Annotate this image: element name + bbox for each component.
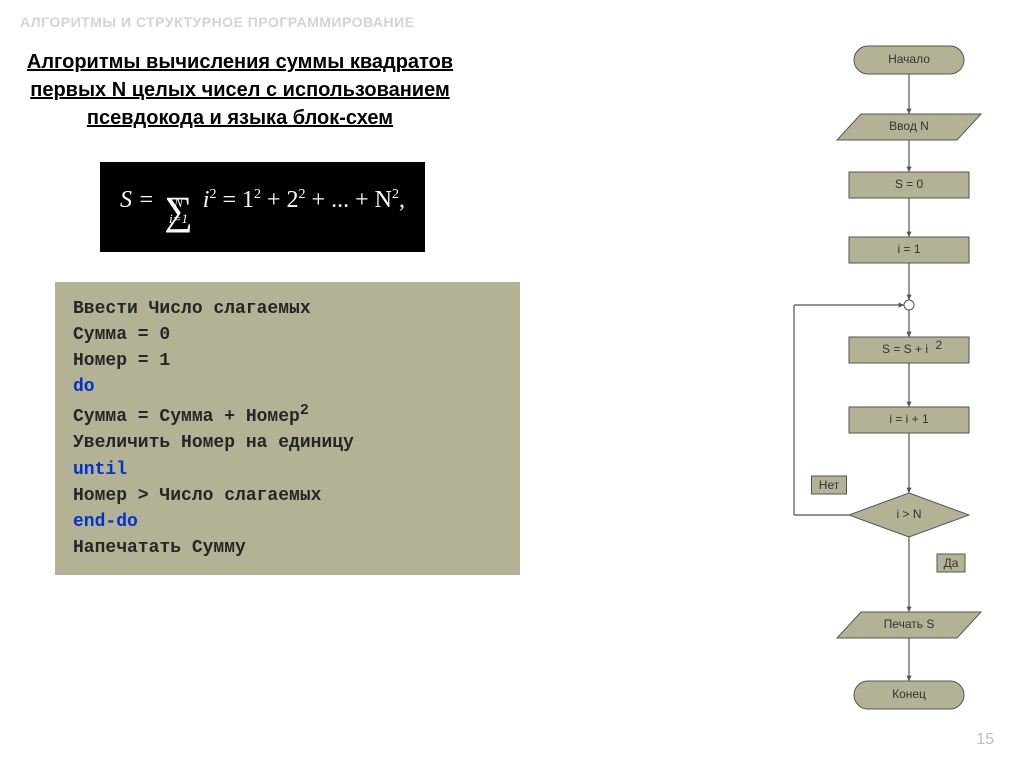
formula-rest: + 2 — [267, 187, 299, 213]
pseudo-line-7: until — [73, 457, 502, 483]
pseudo-line-4: do — [73, 374, 502, 400]
svg-text:Нет: Нет — [819, 478, 840, 492]
page-header: АЛГОРИТМЫ И СТРУКТУРНОЕ ПРОГРАММИРОВАНИЕ — [0, 0, 1024, 30]
formula-box: S = N ∑ i=1 i2 = 12 + 22 + ... + N2, — [100, 162, 425, 252]
pseudo-line-9: end-do — [73, 509, 502, 535]
formula-eq: = 1 — [222, 187, 254, 213]
pseudo-line-2: Сумма = 0 — [73, 322, 502, 348]
pseudo-line-10: Напечатать Сумму — [73, 535, 502, 561]
svg-text:Да: Да — [944, 556, 959, 570]
pseudo-line-1: Ввести Число слагаемых — [73, 296, 502, 322]
pseudo-line-3: Номер = 1 — [73, 348, 502, 374]
svg-text:Начало: Начало — [888, 52, 930, 66]
formula-left: S = — [120, 187, 154, 213]
pseudo-line-6: Увеличить Номер на единицу — [73, 430, 502, 456]
formula-dots: + ... + N — [312, 187, 392, 213]
flowchart: Начало Ввод N S = 0 i = 1 S = S + i 2 i = i + … — [734, 35, 1014, 745]
svg-text:i = 1: i = 1 — [897, 242, 920, 256]
svg-text:S = 0: S = 0 — [895, 177, 924, 191]
sum-lower: i=1 — [169, 211, 188, 227]
formula-trail: , — [399, 187, 405, 213]
pseudo-line-5: Сумма = Сумма + Номер2 — [73, 400, 502, 430]
svg-text:i > N: i > N — [896, 507, 921, 521]
formula-sup1: 2 — [209, 187, 216, 202]
formula-content: S = N ∑ i=1 i2 = 12 + 22 + ... + N2, — [120, 187, 405, 227]
pseudocode-block: Ввести Число слагаемых Сумма = 0 Номер =… — [55, 282, 520, 575]
svg-text:Печать S: Печать S — [884, 617, 935, 631]
svg-text:i = i + 1: i = i + 1 — [889, 412, 929, 426]
slide-title: Алгоритмы вычисления суммы квадратов пер… — [0, 30, 530, 142]
svg-text:Ввод N: Ввод N — [889, 119, 929, 133]
svg-text:Конец: Конец — [892, 687, 926, 701]
pseudo-line-8: Номер > Число слагаемых — [73, 483, 502, 509]
svg-text:2: 2 — [936, 338, 943, 352]
svg-text:S = S + i: S = S + i — [882, 342, 928, 356]
